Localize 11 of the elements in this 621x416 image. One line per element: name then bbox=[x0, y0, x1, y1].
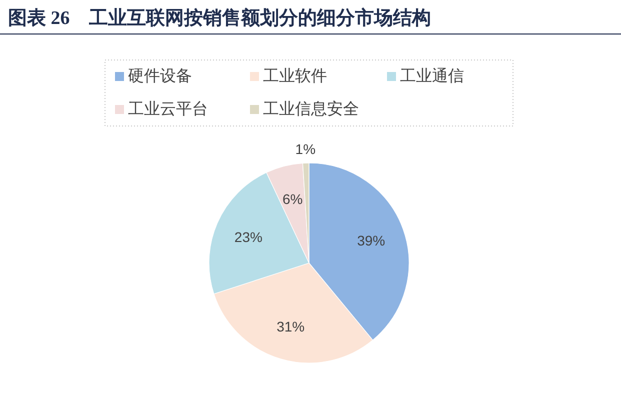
legend-label: 工业信息安全 bbox=[263, 100, 359, 118]
legend-label: 硬件设备 bbox=[128, 67, 192, 85]
data-label: 31% bbox=[276, 318, 305, 334]
legend-label: 工业云平台 bbox=[128, 100, 208, 118]
data-label: 6% bbox=[282, 191, 303, 208]
legend-label: 工业通信 bbox=[400, 67, 464, 85]
legend-label: 工业软件 bbox=[263, 67, 327, 85]
data-label: 1% bbox=[295, 141, 316, 158]
data-label: 23% bbox=[234, 228, 262, 245]
chart-title: 图表 26 工业互联网按销售额划分的细分市场结构 bbox=[8, 7, 431, 29]
data-label: 39% bbox=[357, 232, 386, 249]
